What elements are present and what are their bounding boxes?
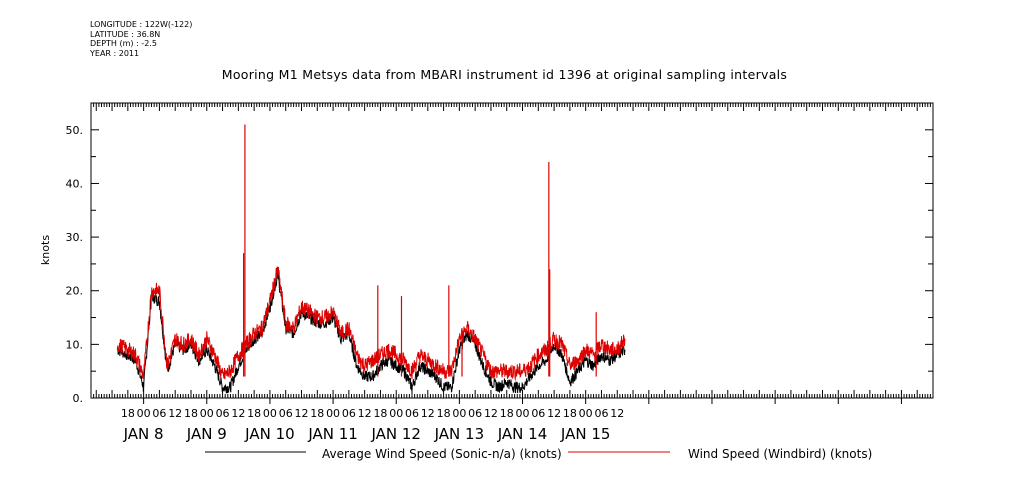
legend-label-average: Average Wind Speed (Sonic-n/a) (knots) <box>322 447 562 461</box>
x-tick-label: 12 <box>610 407 624 420</box>
x-tick-label: 00 <box>452 407 466 420</box>
x-tick-label: 12 <box>547 407 561 420</box>
x-day-label: JAN 12 <box>370 425 421 443</box>
x-day-label: JAN 8 <box>123 425 164 443</box>
x-tick-label: 18 <box>310 407 324 420</box>
x-day-label: JAN 14 <box>497 425 548 443</box>
x-tick-label: 00 <box>326 407 340 420</box>
tick-labels: 18 00 06 12 18 00 06 12 18 00 06 12 18 00 06 12 18 00 06 12… <box>66 124 625 443</box>
x-tick-label: 18 <box>247 407 261 420</box>
x-tick-label: 00 <box>263 407 277 420</box>
x-tick-label: 06 <box>531 407 545 420</box>
x-tick-label: 18 <box>437 407 451 420</box>
series-line-average <box>116 269 626 394</box>
longitude-text: LONGITUDE : 122W(-122) <box>90 20 193 29</box>
legend: Average Wind Speed (Sonic-n/a) (knots) W… <box>205 447 872 461</box>
x-tick-label: 12 <box>484 407 498 420</box>
x-tick-label: 12 <box>358 407 372 420</box>
x-day-label: JAN 11 <box>307 425 358 443</box>
metadata-block: LONGITUDE : 122W(-122) LATITUDE : 36.8N … <box>90 20 192 58</box>
x-tick-label: 18 <box>563 407 577 420</box>
y-tick-label: 10. <box>66 338 84 351</box>
x-tick-label: 00 <box>200 407 214 420</box>
x-tick-label: 06 <box>342 407 356 420</box>
plot-frame <box>90 102 934 399</box>
y-tick-label: 40. <box>66 177 84 190</box>
x-tick-label: 12 <box>295 407 309 420</box>
y-tick-label: 30. <box>66 231 84 244</box>
x-tick-label: 06 <box>594 407 608 420</box>
x-tick-label: 06 <box>468 407 482 420</box>
x-tick-label: 18 <box>121 407 135 420</box>
x-day-label: JAN 15 <box>560 425 611 443</box>
x-tick-label: 18 <box>500 407 514 420</box>
x-tick-label: 18 <box>184 407 198 420</box>
y-axis-label: knots <box>39 235 52 265</box>
axes <box>90 102 934 404</box>
x-tick-label: 06 <box>279 407 293 420</box>
x-tick-label: 06 <box>216 407 230 420</box>
x-tick-label: 12 <box>421 407 435 420</box>
x-tick-label: 12 <box>231 407 245 420</box>
latitude-text: LATITUDE : 36.8N <box>90 29 161 39</box>
x-tick-label: 06 <box>405 407 419 420</box>
x-tick-label: 06 <box>152 407 166 420</box>
series-line-windbird <box>116 265 626 381</box>
depth-text: DEPTH (m) : -2.5 <box>90 39 157 48</box>
x-tick-label: 00 <box>516 407 530 420</box>
y-tick-label: 20. <box>66 285 84 298</box>
x-tick-label: 18 <box>373 407 387 420</box>
x-tick-label: 00 <box>389 407 403 420</box>
x-tick-label: 12 <box>168 407 182 420</box>
x-day-label: JAN 10 <box>244 425 295 443</box>
year-text: YEAR : 2011 <box>90 48 140 58</box>
series-layer <box>116 124 626 394</box>
x-day-label: JAN 13 <box>434 425 485 443</box>
y-tick-label: 50. <box>66 124 84 137</box>
x-tick-label: 00 <box>579 407 593 420</box>
legend-label-windbird: Wind Speed (Windbird) (knots) <box>688 447 872 461</box>
y-tick-label: 0. <box>73 392 84 405</box>
x-day-label: JAN 9 <box>186 425 227 443</box>
chart-title: Mooring M1 Metsys data from MBARI instru… <box>221 67 788 82</box>
x-tick-label: 00 <box>137 407 151 420</box>
